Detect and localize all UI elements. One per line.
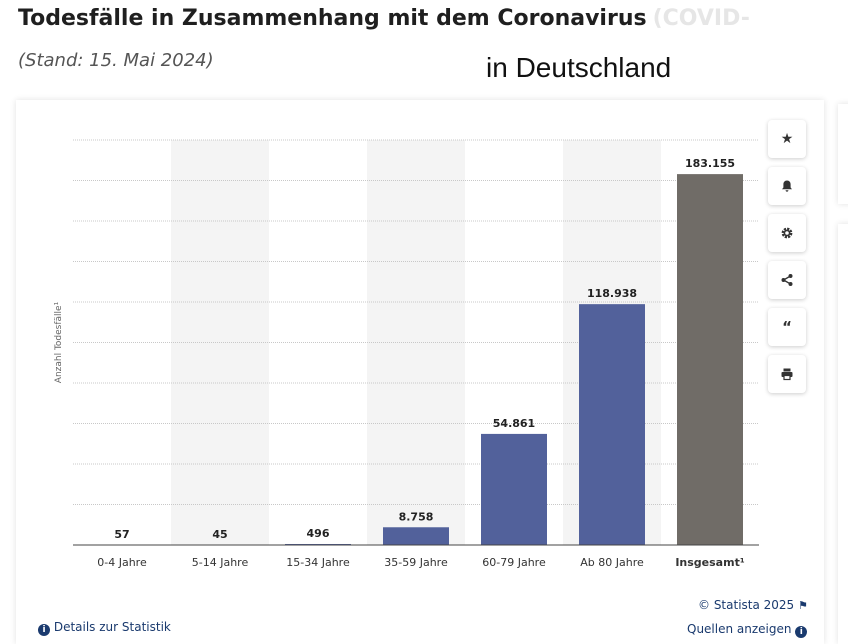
print-button[interactable] bbox=[768, 355, 806, 393]
bar bbox=[383, 527, 449, 545]
sources-link[interactable]: Quellen anzeigen i bbox=[687, 622, 808, 638]
bar-value-label: 496 bbox=[307, 527, 330, 540]
bar-value-label: 8.758 bbox=[399, 510, 434, 523]
x-tick-label: 5-14 Jahre bbox=[192, 556, 249, 569]
share-button[interactable] bbox=[768, 261, 806, 299]
bar-value-label: 183.155 bbox=[685, 157, 735, 170]
details-link[interactable]: i Details zur Statistik bbox=[38, 620, 171, 636]
bar bbox=[481, 433, 547, 545]
copyright-text: © Statista 2025 bbox=[698, 598, 795, 612]
x-tick-label: Insgesamt¹ bbox=[675, 556, 744, 569]
x-tick-label: 0-4 Jahre bbox=[97, 556, 147, 569]
title-text: Todesfälle in Zusammenhang mit dem Coron… bbox=[18, 6, 647, 31]
sources-link-label: Quellen anzeigen bbox=[687, 622, 792, 636]
details-link-label: Details zur Statistik bbox=[53, 620, 171, 634]
print-icon bbox=[781, 368, 793, 381]
star-icon: ★ bbox=[780, 131, 794, 147]
copyright[interactable]: © Statista 2025 ⚑ bbox=[698, 598, 808, 612]
bar-value-label: 118.938 bbox=[587, 287, 637, 300]
notification-button[interactable] bbox=[768, 167, 806, 205]
bar-value-label: 54.861 bbox=[493, 417, 535, 430]
bar bbox=[285, 543, 351, 545]
page-subtitle: (Stand: 15. Mai 2024) bbox=[18, 50, 214, 71]
side-panel-edge-lower bbox=[838, 224, 848, 644]
bell-icon bbox=[782, 180, 792, 192]
bar bbox=[579, 304, 645, 545]
bar bbox=[677, 174, 743, 545]
bar-value-label: 45 bbox=[212, 528, 227, 541]
overlay-text: in Deutschland bbox=[486, 52, 672, 83]
share-icon bbox=[781, 274, 793, 286]
x-tick-label: Ab 80 Jahre bbox=[580, 556, 644, 569]
chart-toolbar: ★ “ bbox=[768, 120, 808, 402]
chart-svg: 57 0-4 Jahre 45 5-14 Jahre 496 15-34 Jahre 8.7… bbox=[54, 139, 759, 569]
favorite-button[interactable]: ★ bbox=[768, 120, 806, 158]
cite-button[interactable]: “ bbox=[768, 308, 806, 346]
chart-card: 57 0-4 Jahre 45 5-14 Jahre 496 15-34 Jahre 8.7… bbox=[16, 100, 824, 644]
bar-value-label: 57 bbox=[114, 528, 129, 541]
info-icon: i bbox=[38, 624, 50, 636]
y-axis-label: Anzahl Todesfälle¹ bbox=[54, 301, 64, 383]
settings-button[interactable] bbox=[768, 214, 806, 252]
quote-icon: “ bbox=[782, 318, 792, 336]
info-icon: i bbox=[795, 626, 808, 638]
x-tick-label: 15-34 Jahre bbox=[286, 556, 350, 569]
side-panel-edge bbox=[838, 104, 848, 204]
flag-icon: ⚑ bbox=[798, 599, 808, 612]
gear-icon bbox=[781, 227, 793, 239]
page-title: Todesfälle in Zusammenhang mit dem Coron… bbox=[18, 6, 750, 31]
x-tick-label: 35-59 Jahre bbox=[384, 556, 448, 569]
title-faded-text: (COVID- bbox=[652, 6, 750, 31]
x-tick-label: 60-79 Jahre bbox=[482, 556, 546, 569]
